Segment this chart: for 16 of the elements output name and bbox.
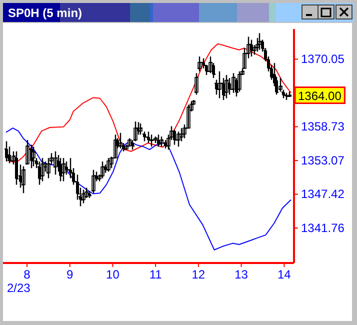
y-tick-label: 1341.76	[301, 220, 345, 235]
x-tick-label: 12	[192, 268, 206, 282]
y-tick-label: 1370.05	[301, 52, 345, 66]
y-tick-label: 1353.07	[301, 153, 345, 168]
y-tick-label: 1358.73	[301, 120, 345, 134]
line-series	[6, 128, 292, 250]
y-tick-label: 1347.42	[301, 187, 345, 202]
text: 2/23	[7, 281, 31, 295]
chart-title: SP0H (5 min)	[8, 6, 82, 20]
text: 1364.00	[298, 88, 342, 103]
x-tick-label: 8	[24, 268, 31, 282]
x-tick-label: 11	[149, 268, 162, 282]
x-tick-label: 13	[234, 268, 248, 282]
x-tick-label: 14	[277, 268, 292, 282]
x-tick-label: 9	[66, 268, 74, 282]
x-tick-label: 10	[106, 268, 120, 282]
